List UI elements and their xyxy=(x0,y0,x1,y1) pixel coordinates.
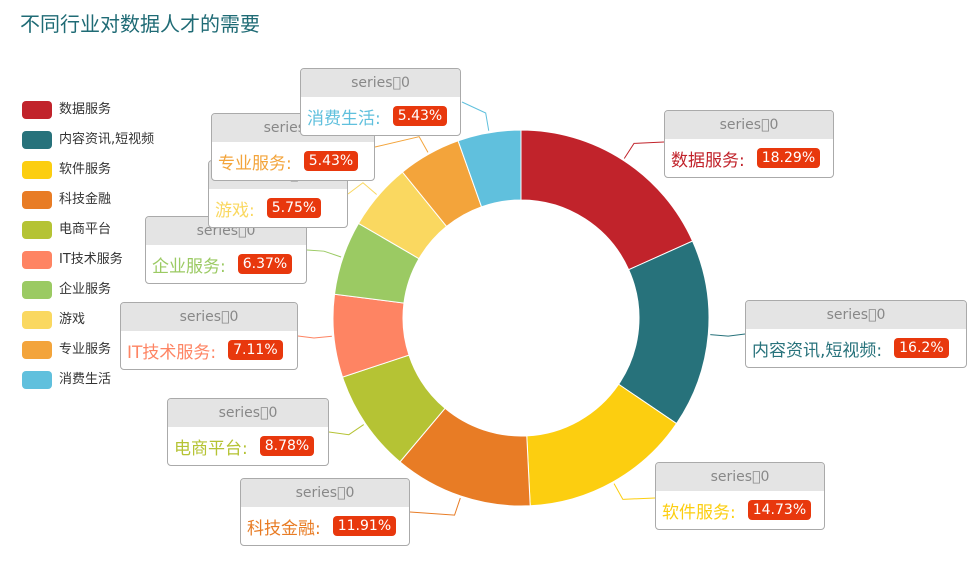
legend-item[interactable]: 企业服务 xyxy=(22,281,154,311)
callout-series-name: series 0 xyxy=(121,303,297,331)
leader-line xyxy=(461,101,490,131)
callout-value-label: 14.73% xyxy=(747,500,812,520)
callout-series-name: series 0 xyxy=(665,111,833,139)
callout-slice-name: 电商平台: xyxy=(174,438,248,459)
legend-label: IT技术服务 xyxy=(59,252,123,267)
legend-item[interactable]: 内容资讯,短视频 xyxy=(22,131,154,161)
legend-label: 数据服务 xyxy=(59,102,112,117)
callout-value-label: 7.11% xyxy=(228,340,283,360)
legend-label: 专业服务 xyxy=(59,342,112,357)
leader-line xyxy=(409,497,461,516)
callout-slice-name: 专业服务: xyxy=(218,153,292,174)
callout-slice-name: 企业服务: xyxy=(152,256,226,277)
legend-label: 电商平台 xyxy=(59,222,112,237)
pie-slice[interactable] xyxy=(457,129,522,208)
callout-value-label: 18.29% xyxy=(756,148,821,168)
callout-slice-name: 消费生活: xyxy=(307,108,381,129)
callout-value-label: 16.2% xyxy=(894,338,949,358)
legend-swatch xyxy=(22,341,52,359)
callout-value-label: 6.37% xyxy=(237,254,293,274)
leader-line xyxy=(374,136,429,153)
legend-swatch xyxy=(22,221,52,239)
leader-line xyxy=(306,249,342,258)
callout-slice-name: IT技术服务: xyxy=(127,342,217,363)
leader-line xyxy=(347,182,377,195)
leader-lines xyxy=(297,101,746,516)
callout-series-name: series 0 xyxy=(746,301,966,329)
chart-title: 不同行业对数据人才的需要 xyxy=(20,12,260,36)
callout-value-label: 5.43% xyxy=(303,151,359,171)
leader-line xyxy=(297,335,332,339)
legend-swatch xyxy=(22,131,52,149)
leader-line xyxy=(623,141,665,159)
legend-swatch xyxy=(22,161,52,179)
legend: 数据服务内容资讯,短视频 软件服务科技金融电商平台 IT技术服务 企业服务游戏专业服务… xyxy=(22,101,154,401)
callout-series-name: series 0 xyxy=(168,399,328,427)
callout-value-label: 11.91% xyxy=(332,516,397,536)
legend-label: 消费生活 xyxy=(59,372,112,387)
callout-slice-name: 游戏: xyxy=(215,200,255,221)
legend-item[interactable]: 电商平台 xyxy=(22,221,154,251)
slice-callout: series 0 电商平台: 8.78% xyxy=(167,398,329,466)
slice-callout: series 0 软件服务: 14.73% xyxy=(655,462,825,530)
legend-swatch xyxy=(22,311,52,329)
callout-value-label: 8.78% xyxy=(259,436,315,456)
slice-callout: series 0 数据服务: 18.29% xyxy=(664,110,834,178)
legend-label: 科技金融 xyxy=(59,192,112,207)
callout-series-name: series 0 xyxy=(301,69,460,97)
legend-swatch xyxy=(22,101,52,119)
callout-slice-name: 数据服务: xyxy=(671,150,745,171)
legend-label: 游戏 xyxy=(59,312,86,327)
legend-item[interactable]: 软件服务 xyxy=(22,161,154,191)
legend-label: 企业服务 xyxy=(59,282,112,297)
callout-value-label: 5.43% xyxy=(392,106,448,126)
leader-line xyxy=(710,333,746,337)
slice-callout: series 0 IT技术服务: 7.11% xyxy=(120,302,298,370)
legend-swatch xyxy=(22,251,52,269)
callout-series-name: series 0 xyxy=(656,463,824,491)
legend-swatch xyxy=(22,191,52,209)
callout-slice-name: 科技金融: xyxy=(247,518,321,539)
legend-swatch xyxy=(22,281,52,299)
legend-item[interactable]: 科技金融 xyxy=(22,191,154,221)
legend-item[interactable]: 数据服务 xyxy=(22,101,154,131)
slice-callout: series 0 内容资讯,短视频: 16.2% xyxy=(745,300,967,368)
callout-series-name: series 0 xyxy=(241,479,409,507)
leader-line xyxy=(613,483,656,500)
callout-slice-name: 内容资讯,短视频: xyxy=(752,340,883,361)
legend-swatch xyxy=(22,371,52,389)
leader-line xyxy=(328,424,365,436)
slice-callout: series 0 消费生活: 5.43% xyxy=(300,68,461,136)
legend-label: 内容资讯,短视频 xyxy=(59,132,155,147)
callout-slice-name: 软件服务: xyxy=(662,502,736,523)
legend-item[interactable]: 专业服务 xyxy=(22,341,154,371)
legend-item[interactable]: 消费生活 xyxy=(22,371,154,401)
legend-label: 软件服务 xyxy=(59,162,112,177)
pie-slices xyxy=(332,129,710,507)
slice-callout: series 0 科技金融: 11.91% xyxy=(240,478,410,546)
legend-item[interactable]: IT技术服务 xyxy=(22,251,154,281)
callout-value-label: 5.75% xyxy=(266,198,322,218)
legend-item[interactable]: 游戏 xyxy=(22,311,154,341)
